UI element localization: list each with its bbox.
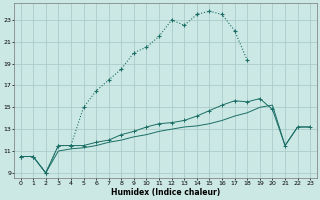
- X-axis label: Humidex (Indice chaleur): Humidex (Indice chaleur): [111, 188, 220, 197]
